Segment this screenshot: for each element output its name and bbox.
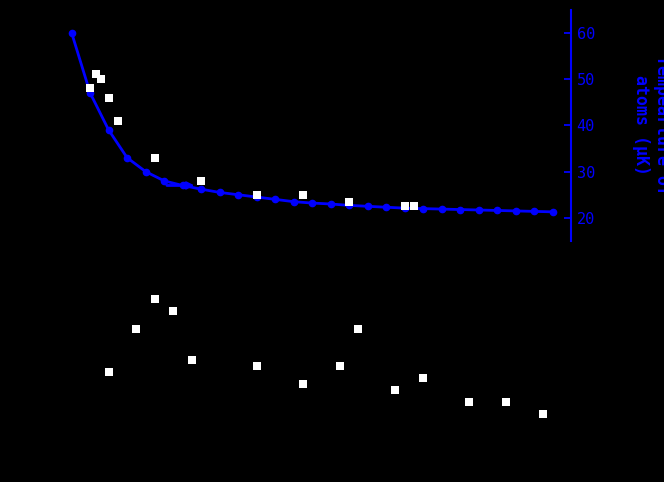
Point	[96, 75, 106, 83]
Point	[501, 398, 511, 406]
Point	[297, 191, 308, 199]
Point	[390, 386, 400, 394]
Point	[187, 356, 197, 363]
Point	[85, 84, 96, 92]
Point	[251, 191, 262, 199]
Point	[353, 325, 364, 333]
Point	[344, 198, 355, 205]
Point	[335, 362, 345, 370]
Point	[149, 154, 160, 161]
Point	[131, 325, 141, 333]
Point	[418, 374, 428, 382]
Point	[399, 202, 410, 210]
Point	[168, 308, 179, 315]
Point	[149, 295, 160, 303]
Point	[90, 70, 101, 78]
Point	[196, 177, 207, 185]
Y-axis label: Tempearture of
atoms (μK): Tempearture of atoms (μK)	[632, 55, 664, 195]
Point	[408, 202, 419, 210]
Point	[297, 380, 308, 388]
Point	[104, 94, 114, 101]
Point	[251, 362, 262, 370]
Point	[104, 368, 114, 375]
Point	[538, 410, 548, 418]
Point	[113, 117, 124, 124]
Point	[464, 398, 475, 406]
